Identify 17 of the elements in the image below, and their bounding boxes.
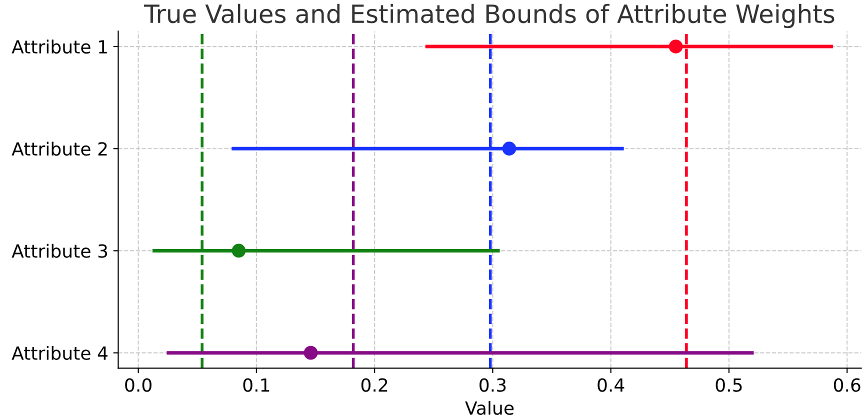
point [304, 346, 318, 360]
x-tick-label: 0.5 [716, 378, 742, 392]
point [668, 40, 683, 54]
y-tick-label: Attribute 4 [12, 346, 108, 360]
y-tick-label: Attribute 3 [12, 244, 108, 258]
point [232, 244, 246, 258]
x-tick-label: 0.4 [598, 378, 624, 392]
x-tick-label: 0.1 [243, 378, 270, 392]
x-tick-label: 0.3 [480, 378, 506, 392]
x-tick-label: 0.6 [834, 378, 860, 392]
x-axis-title: Value [465, 400, 514, 415]
y-tick-label: Attribute 2 [12, 142, 107, 156]
point [502, 142, 516, 156]
x-tick-label: 0.0 [125, 378, 152, 392]
y-tick-label: Attribute 1 [12, 40, 107, 54]
chart-title: True Values and Estimated Bounds of Attribute Weights [144, 4, 834, 28]
x-tick-label: 0.2 [361, 378, 388, 392]
